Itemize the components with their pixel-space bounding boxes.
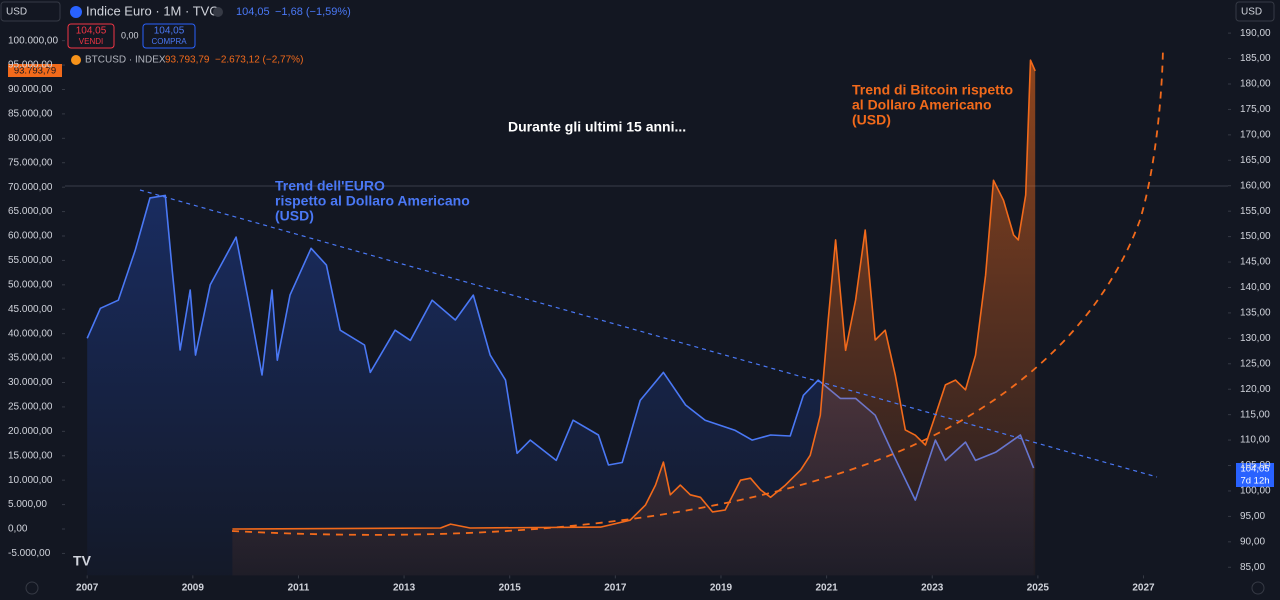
buy-label[interactable]: COMPRA <box>151 37 187 46</box>
y-tick-label: 70.000,00 <box>8 182 53 193</box>
y-tick-label: 30.000,00 <box>8 377 53 388</box>
sell-label[interactable]: VENDI <box>79 37 103 46</box>
y2-tick-label: 180,00 <box>1240 79 1271 90</box>
x-tick-label: 2025 <box>1027 583 1050 594</box>
btc-last: 93.793,79 <box>165 55 210 66</box>
countdown: 7d 12h <box>1240 476 1269 487</box>
auto-scale-button[interactable] <box>1251 581 1265 595</box>
btc-trend-curve <box>231 47 1164 536</box>
annotation: rispetto al Dollaro Americano <box>275 193 470 209</box>
y2-tick-label: 190,00 <box>1240 28 1271 39</box>
y2-tick-label: 115,00 <box>1240 409 1270 420</box>
y2-tick-label: 160,00 <box>1240 180 1271 191</box>
annotation: al Dollaro Americano <box>852 97 992 113</box>
y2-tick-label: 170,00 <box>1240 130 1271 141</box>
y2-tick-label: 85,00 <box>1240 562 1265 573</box>
annotation: (USD) <box>275 208 314 224</box>
y-tick-label: 40.000,00 <box>8 328 53 339</box>
euro-price-tag-text: 104,05 <box>1240 464 1269 475</box>
y2-tick-label: 105,00 <box>1240 460 1271 471</box>
y2-tick-label: 155,00 <box>1240 206 1271 217</box>
logo: TV <box>73 553 92 569</box>
euro-change: −1,68 (−1,59%) <box>275 6 351 18</box>
y2-tick-label: 125,00 <box>1240 358 1271 369</box>
y-tick-label: 55.000,00 <box>8 255 53 266</box>
y-tick-label: 65.000,00 <box>8 206 53 217</box>
euro-trend-line <box>139 189 1158 478</box>
y2-tick-label: 140,00 <box>1240 282 1271 293</box>
x-tick-label: 2023 <box>921 583 944 594</box>
btc-change: −2.673,12 (−2,77%) <box>215 55 303 66</box>
y2-tick-label: 110,00 <box>1240 435 1270 446</box>
x-tick-label: 2009 <box>182 583 205 594</box>
y2-tick-label: 130,00 <box>1240 333 1271 344</box>
x-tick-label: 2027 <box>1132 583 1155 594</box>
x-tick-label: 2021 <box>815 583 838 594</box>
buy-price[interactable]: 104,05 <box>154 26 185 37</box>
zoom-button[interactable] <box>25 581 39 595</box>
btc-price-tag <box>8 64 62 77</box>
y2-tick-label: 95,00 <box>1240 511 1265 522</box>
euro-icon <box>70 6 82 18</box>
y-tick-label: 0,00 <box>8 524 28 535</box>
euro-price-tag <box>1236 463 1274 487</box>
euro-last: 104,05 <box>236 6 270 18</box>
y2-tick-label: 145,00 <box>1240 257 1271 268</box>
x-tick-label: 2019 <box>710 583 733 594</box>
y-tick-label: 50.000,00 <box>8 279 53 290</box>
y-tick-label: 5.000,00 <box>8 499 47 510</box>
y2-tick-label: 135,00 <box>1240 308 1271 319</box>
buy-button[interactable] <box>142 23 196 49</box>
x-tick-label: 2017 <box>604 583 627 594</box>
y2-tick-label: 185,00 <box>1240 53 1271 64</box>
spread: 0,00 <box>121 30 139 40</box>
y-tick-label: 90.000,00 <box>8 84 53 95</box>
x-tick-label: 2007 <box>76 583 99 594</box>
y2-tick-label: 175,00 <box>1240 104 1271 115</box>
y-tick-label: 60.000,00 <box>8 231 53 242</box>
plot-area <box>86 59 1036 576</box>
y2-tick-label: 150,00 <box>1240 231 1271 242</box>
y-tick-label: 45.000,00 <box>8 304 53 315</box>
annotation: (USD) <box>852 112 891 128</box>
x-tick-label: 2013 <box>393 583 416 594</box>
y2-tick-label: 90,00 <box>1240 536 1265 547</box>
y-tick-label: 35.000,00 <box>8 353 53 364</box>
y2-tick-label: 165,00 <box>1240 155 1271 166</box>
series-line <box>232 59 1036 530</box>
y2-tick-label: 120,00 <box>1240 384 1271 395</box>
y-tick-label: 80.000,00 <box>8 133 53 144</box>
sell-button[interactable] <box>67 23 115 49</box>
y-tick-label: 15.000,00 <box>8 450 53 461</box>
btc-icon <box>71 55 81 65</box>
y2-tick-label: 100,00 <box>1240 486 1271 497</box>
x-tick-label: 2015 <box>499 583 522 594</box>
y-tick-label: 20.000,00 <box>8 426 53 437</box>
annotation: Durante gli ultimi 15 anni... <box>508 119 686 135</box>
y-tick-label: 10.000,00 <box>8 475 53 486</box>
annotation: Trend dell'EURO <box>275 178 385 194</box>
btc-price-tag-text: 93.793,79 <box>14 66 56 77</box>
y-tick-label: 75.000,00 <box>8 157 53 168</box>
series-area <box>232 60 1036 576</box>
euro-legend[interactable]: Indice Euro · 1M · TVC <box>86 3 219 18</box>
y-tick-label: 25.000,00 <box>8 402 53 413</box>
currency-button[interactable] <box>0 1 61 22</box>
y-tick-label: 85.000,00 <box>8 109 53 120</box>
currency-right[interactable]: USD <box>1241 7 1262 18</box>
y-tick-label: 100.000,00 <box>8 35 58 46</box>
currency-left[interactable]: USD <box>6 7 27 18</box>
visibility-icon[interactable] <box>213 7 223 17</box>
y-tick-label: -5.000,00 <box>8 548 51 559</box>
sell-price[interactable]: 104,05 <box>76 26 107 37</box>
btc-legend[interactable]: BTCUSD · INDEX <box>85 55 166 66</box>
annotation: Trend di Bitcoin rispetto <box>852 82 1013 98</box>
currency-button[interactable] <box>1235 1 1275 22</box>
x-tick-label: 2011 <box>288 583 310 594</box>
y-tick-label: 95.000,00 <box>8 60 53 71</box>
